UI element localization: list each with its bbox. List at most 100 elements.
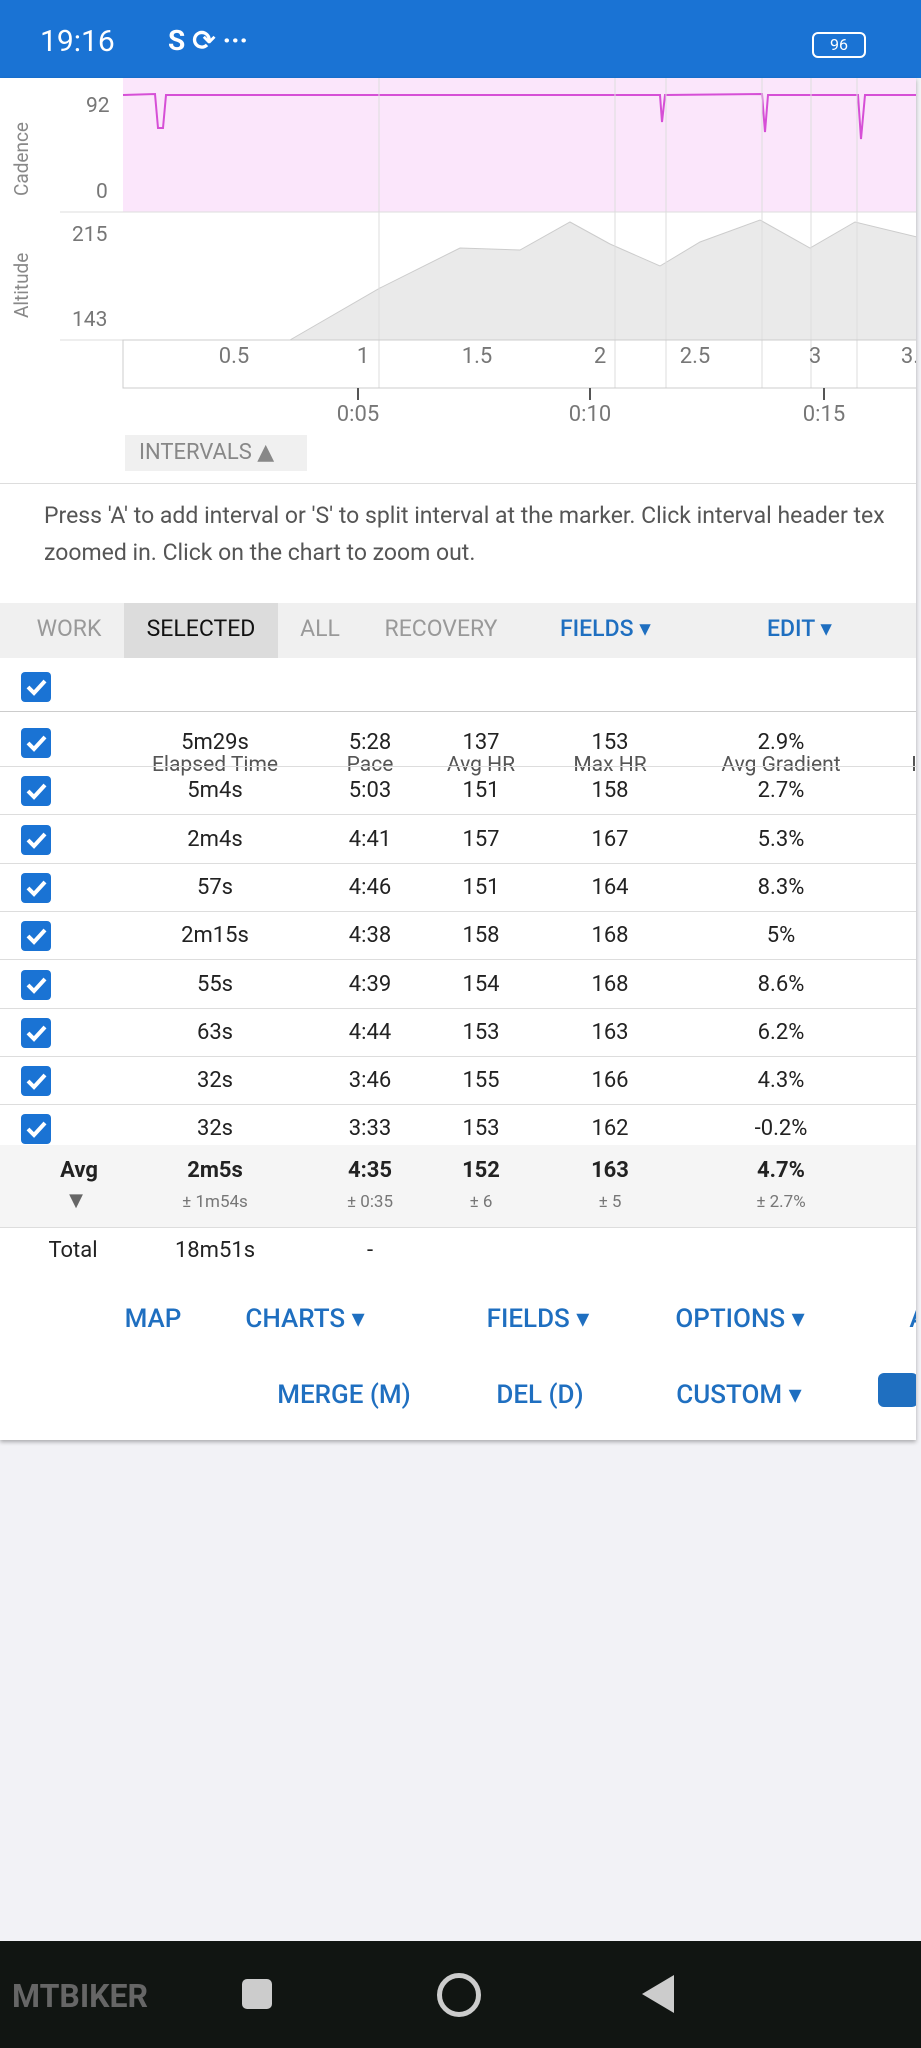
total-label: Total	[48, 1238, 98, 1263]
cell: 5m4s	[187, 778, 243, 804]
avg-value: 4:35	[347, 1158, 393, 1183]
total-value: 18m51s	[174, 1238, 256, 1263]
cell: 158	[462, 923, 500, 949]
cell: 5:03	[348, 778, 392, 804]
checkbox[interactable]	[21, 921, 51, 952]
avg-deviation: ± 5	[598, 1192, 622, 1212]
time-tick-label: 0:10	[568, 402, 612, 427]
column-header: Avg Gradient	[721, 753, 841, 777]
checkbox[interactable]	[21, 824, 51, 855]
clock: 19:16	[40, 24, 115, 59]
charts	[60, 78, 916, 400]
distance-tick-label: 3.	[900, 344, 916, 369]
avg-value: 2m5s	[187, 1158, 243, 1183]
cell: 2.9%	[757, 730, 805, 755]
column-header: Max HR	[573, 753, 647, 777]
avg-value: 163	[591, 1158, 629, 1183]
checkbox[interactable]	[21, 728, 51, 758]
cell: 167	[591, 826, 629, 852]
divider	[0, 814, 916, 816]
avg-deviation: ± 0:35	[346, 1192, 394, 1212]
action-button[interactable]: CUSTOM ▾	[676, 1380, 802, 1410]
recent-button[interactable]	[242, 1979, 272, 2009]
action-button[interactable]: DEL (D)	[496, 1380, 584, 1410]
cell: 5.3%	[757, 826, 805, 852]
tab[interactable]: WORK	[36, 615, 102, 642]
cadence-line	[122, 92, 916, 140]
column-header: I	[911, 753, 916, 777]
divider	[0, 1104, 916, 1106]
cell: 3:46	[348, 1068, 392, 1094]
time-ticks	[357, 388, 825, 400]
cell: 2.7%	[757, 778, 805, 804]
checkbox[interactable]	[21, 1017, 51, 1048]
cell: 3:33	[348, 1116, 392, 1142]
action-button[interactable]: MERGE (M)	[277, 1380, 411, 1410]
action-button[interactable]: CHARTS ▾	[245, 1304, 365, 1334]
cell: 4:41	[348, 826, 392, 852]
fields-menu[interactable]: FIELDS ▾	[560, 615, 651, 642]
button-label: INTERVALS	[139, 440, 252, 465]
cell: 166	[591, 1068, 629, 1094]
camera-button[interactable]	[878, 1373, 916, 1407]
back-button[interactable]	[640, 1973, 676, 2015]
cell: 153	[462, 1019, 500, 1045]
action-button[interactable]: FIELDS ▾	[486, 1304, 590, 1334]
checkbox[interactable]	[21, 872, 51, 903]
tab[interactable]: RECOVERY	[384, 615, 498, 642]
checkbox[interactable]	[21, 969, 51, 1000]
sort-arrow: ▼	[69, 1190, 83, 1211]
cell: 57s	[196, 874, 234, 900]
cell: 5:28	[348, 730, 392, 755]
menu-label: FIELDS	[560, 615, 634, 642]
cell: 4:44	[348, 1019, 392, 1045]
tick-label: 215	[72, 223, 108, 247]
cell: 155	[462, 1068, 500, 1094]
distance-tick-label: 3	[808, 344, 822, 369]
cell: 32s	[196, 1068, 234, 1094]
divider	[0, 1055, 916, 1057]
divider	[0, 959, 916, 961]
tab[interactable]: ALL	[300, 615, 340, 642]
action-button[interactable]: A	[909, 1304, 916, 1334]
cell: 4.3%	[757, 1068, 805, 1094]
action-button[interactable]: MAP	[124, 1304, 182, 1334]
help-text: zoomed in. Click on the chart to zoom ou…	[44, 539, 476, 566]
tick-label: 143	[72, 308, 108, 332]
distance-tick-label: 1	[356, 344, 370, 369]
home-button[interactable]	[437, 1973, 481, 2017]
cell: 5m29s	[181, 730, 249, 755]
distance-band	[122, 339, 916, 389]
checkbox[interactable]	[21, 776, 51, 807]
divider	[0, 1007, 916, 1009]
axis-title: Altitude	[10, 252, 33, 318]
cell: 55s	[196, 971, 234, 997]
total-value: -	[366, 1238, 374, 1263]
help-text: Press 'A' to add interval or 'S' to spli…	[44, 502, 885, 529]
cell: 158	[591, 778, 629, 804]
cell: 154	[462, 971, 500, 997]
avg-row-bg	[0, 1145, 916, 1227]
cell: 6.2%	[757, 1019, 805, 1045]
checkbox[interactable]	[21, 1066, 51, 1097]
time-tick-label: 0:05	[336, 402, 380, 427]
cell: 164	[591, 874, 629, 900]
edit-menu[interactable]: EDIT ▾	[767, 615, 832, 642]
avg-deviation: ± 6	[469, 1192, 493, 1212]
checkbox[interactable]	[21, 672, 51, 702]
battery: 96	[812, 32, 866, 58]
divider	[0, 910, 916, 912]
nav-bar: MTBIKER	[0, 1941, 921, 2048]
column-header: Elapsed Time	[151, 753, 279, 777]
tab[interactable]: SELECTED	[146, 615, 256, 642]
cell: 2m4s	[187, 826, 243, 852]
cell: 168	[591, 923, 629, 949]
cell: 168	[591, 971, 629, 997]
status-bar: 19:16 S ⟳ ··· 96	[0, 0, 921, 78]
intervals-button[interactable]: INTERVALS ▲	[125, 435, 307, 471]
column-header: Pace	[346, 753, 394, 777]
cell: 163	[591, 1019, 629, 1045]
checkbox[interactable]	[21, 1114, 51, 1145]
action-button[interactable]: OPTIONS ▾	[675, 1304, 805, 1334]
cell: 153	[462, 1116, 500, 1142]
